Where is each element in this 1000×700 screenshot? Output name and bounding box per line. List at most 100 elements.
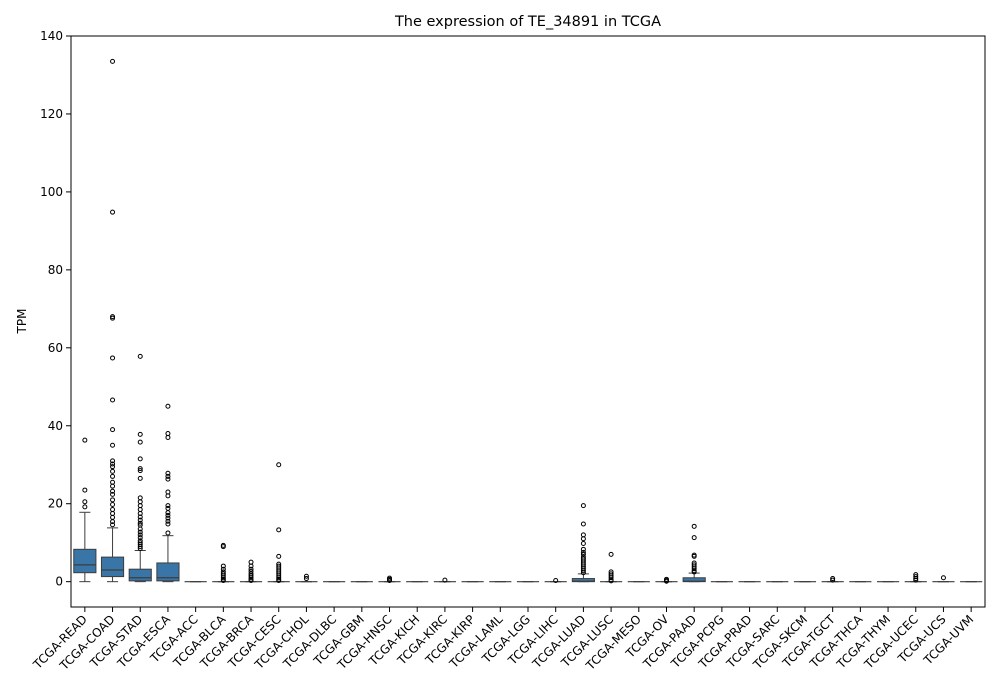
outlier-point — [913, 576, 919, 582]
outlier-point — [137, 544, 143, 550]
outlier-point — [940, 575, 946, 581]
outlier-point — [137, 466, 143, 472]
plot-area — [73, 58, 983, 584]
box-group — [600, 551, 623, 584]
outlier-point — [110, 58, 116, 64]
outlier-point — [580, 551, 586, 557]
outlier-point — [110, 522, 116, 528]
outlier-point — [276, 527, 282, 533]
outlier-point — [691, 523, 697, 529]
box-group — [655, 576, 678, 584]
x-axis: TCGA-READTCGA-COADTCGA-STADTCGA-ESCATCGA… — [30, 607, 976, 673]
outlier-point — [137, 546, 143, 552]
outlier-point — [110, 315, 116, 321]
y-tick-label: 120 — [40, 107, 63, 121]
outlier-point — [165, 505, 171, 511]
y-tick-label: 40 — [48, 419, 63, 433]
outlier-point — [137, 529, 143, 535]
outlier-point — [248, 577, 254, 583]
outlier-point — [387, 577, 393, 583]
outlier-point — [691, 566, 697, 572]
outlier-point — [691, 535, 697, 541]
box-group — [433, 577, 456, 583]
outlier-point — [82, 437, 88, 443]
box-group — [682, 523, 706, 583]
outlier-point — [165, 476, 171, 482]
outlier-point — [580, 536, 586, 542]
outlier-point — [165, 503, 171, 509]
outlier-point — [110, 483, 116, 489]
box-group — [904, 572, 927, 583]
y-tick-label: 20 — [48, 497, 63, 511]
outlier-point — [137, 439, 143, 445]
outlier-point — [137, 532, 143, 538]
outlier-point — [165, 518, 171, 524]
outlier-point — [580, 568, 586, 574]
box-group — [932, 575, 955, 583]
outlier-point — [165, 521, 171, 527]
outlier-point — [442, 577, 448, 583]
outlier-point — [110, 209, 116, 215]
y-tick-label: 140 — [40, 29, 63, 43]
y-tick-label: 60 — [48, 341, 63, 355]
outlier-point — [580, 570, 586, 576]
outlier-point — [580, 549, 586, 555]
outlier-point — [165, 530, 171, 536]
outlier-point — [830, 576, 836, 582]
outlier-point — [220, 577, 226, 583]
outlier-point — [110, 488, 116, 494]
chart-title: The expression of TE_34891 in TCGA — [394, 14, 661, 30]
box-group — [239, 559, 263, 583]
outlier-point — [165, 473, 171, 479]
outlier-point — [608, 578, 614, 584]
outlier-point — [82, 487, 88, 493]
outlier-point — [580, 546, 586, 552]
box-group — [821, 576, 844, 583]
box-body — [128, 568, 152, 582]
outlier-point — [165, 403, 171, 409]
outlier-point — [110, 468, 116, 474]
outlier-point — [165, 470, 171, 476]
outlier-point — [276, 575, 282, 581]
outlier-point — [137, 353, 143, 359]
outlier-point — [137, 526, 143, 532]
outlier-point — [137, 514, 143, 520]
outlier-point — [691, 553, 697, 559]
y-axis: 0 20 40 60 80 100 120 140 — [40, 29, 71, 589]
outlier-point — [110, 458, 116, 464]
box-group — [571, 503, 595, 583]
outlier-point — [691, 569, 697, 575]
outlier-point — [580, 521, 586, 527]
outlier-point — [165, 512, 171, 518]
box-body — [100, 556, 125, 578]
box-group — [378, 575, 401, 583]
outlier-point — [165, 515, 171, 521]
outlier-point — [913, 577, 919, 583]
outlier-point — [137, 456, 143, 462]
box-group — [128, 353, 152, 583]
y-axis-label: TPM — [15, 309, 29, 335]
outlier-point — [137, 468, 143, 474]
y-tick-label: 80 — [48, 263, 63, 277]
outlier-point — [165, 493, 171, 499]
outlier-point — [220, 563, 226, 569]
outlier-point — [110, 519, 116, 525]
outlier-point — [303, 573, 309, 579]
outlier-point — [276, 577, 282, 583]
outlier-point — [276, 553, 282, 559]
outlier-point — [137, 517, 143, 523]
outlier-point — [248, 563, 254, 569]
box-group — [156, 403, 180, 583]
box-group — [73, 437, 97, 583]
outlier-point — [137, 520, 143, 526]
outlier-point — [110, 314, 116, 320]
outlier-point — [137, 431, 143, 437]
outlier-point — [553, 577, 559, 583]
outlier-point — [137, 475, 143, 481]
outlier-point — [248, 575, 254, 581]
box-body — [73, 548, 97, 574]
outlier-point — [220, 544, 226, 550]
outlier-point — [580, 540, 586, 546]
outlier-point — [82, 504, 88, 510]
